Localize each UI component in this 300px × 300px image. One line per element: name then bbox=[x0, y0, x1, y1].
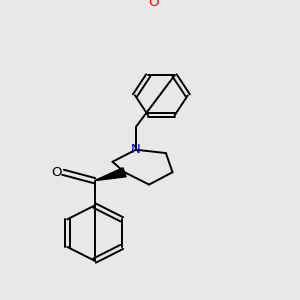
Text: O: O bbox=[51, 166, 62, 179]
Polygon shape bbox=[94, 168, 126, 181]
Text: O: O bbox=[149, 0, 159, 9]
Text: N: N bbox=[131, 143, 141, 156]
